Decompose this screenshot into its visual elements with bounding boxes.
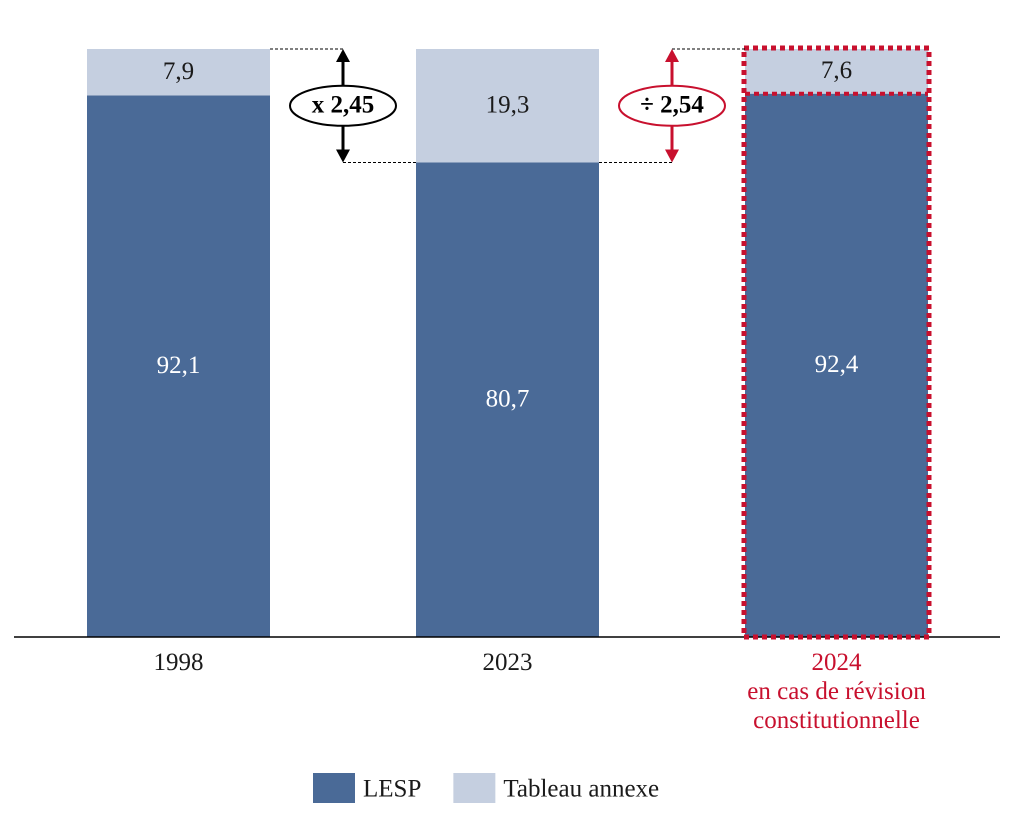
x-tick-label: 2023 [378, 648, 638, 677]
annotation-ellipse [289, 84, 397, 127]
x-tick-text: 1998 [153, 649, 204, 676]
annotation-text: ÷ 2,54 [640, 91, 704, 118]
bar-segment [416, 49, 599, 163]
x-tick-label: 2024 en cas de révision constitutionnelle [707, 648, 967, 735]
value-label: 92,1 [157, 352, 201, 379]
arrow-head [336, 49, 350, 62]
bar-segment [416, 162, 599, 637]
x-tick-label: 1998 [49, 648, 309, 677]
arrow-head [336, 149, 350, 163]
value-label: 92,4 [815, 351, 859, 378]
legend-label: LESP [363, 776, 421, 803]
x-tick-text: 2024 [811, 649, 862, 676]
bar-segment [745, 93, 928, 638]
value-label: 7,9 [163, 58, 194, 85]
legend-swatch [313, 773, 355, 803]
legend-label: Tableau annexe [503, 776, 659, 803]
value-label: 19,3 [486, 91, 530, 118]
legend-swatch [453, 773, 496, 803]
arrow-head [665, 149, 679, 163]
value-label: 7,6 [821, 57, 852, 84]
value-label: 80,7 [486, 385, 530, 412]
bar-segment [87, 49, 270, 96]
arrow-head [665, 49, 679, 62]
bar-segment [87, 95, 270, 637]
x-tick-text: 2023 [482, 649, 533, 676]
annotation-text: x 2,45 [312, 91, 375, 118]
x-tick-note: en cas de révision constitutionnelle [747, 678, 926, 734]
highlight-frame [741, 45, 932, 640]
annotation-ellipse [618, 84, 726, 127]
bar-segment [745, 49, 928, 94]
